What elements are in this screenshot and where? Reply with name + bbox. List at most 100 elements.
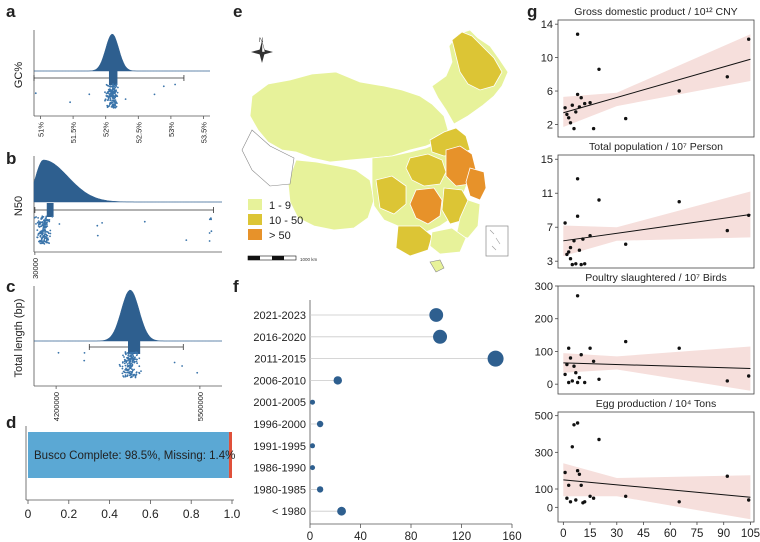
raincloud-point-c bbox=[138, 372, 141, 375]
raincloud-point-b bbox=[40, 240, 43, 243]
scatter-point bbox=[577, 248, 582, 252]
scatter-point bbox=[568, 257, 573, 261]
raincloud-point-b bbox=[39, 235, 42, 238]
raincloud-point-c bbox=[127, 365, 129, 368]
scatter-x-tick-label: 30 bbox=[610, 528, 623, 540]
scatter-point bbox=[570, 103, 574, 107]
scatter-point bbox=[575, 177, 580, 181]
lollipop-category-label: 2021-2023 bbox=[253, 310, 306, 322]
raincloud-point-c bbox=[123, 360, 126, 363]
raincloud-point-c bbox=[124, 374, 127, 377]
china-map bbox=[241, 29, 509, 273]
raincloud-point-c bbox=[124, 369, 126, 371]
confidence-band bbox=[563, 34, 751, 128]
box-c bbox=[128, 340, 141, 354]
raincloud-point-b bbox=[45, 230, 48, 233]
panel-label-e: e bbox=[233, 2, 243, 21]
scatter-point bbox=[572, 239, 576, 243]
raincloud-point-a bbox=[107, 90, 110, 93]
raincloud-point-b bbox=[38, 240, 40, 243]
raincloud-point-c bbox=[181, 365, 184, 367]
raincloud-point-c bbox=[127, 356, 130, 358]
scatter-point bbox=[565, 362, 569, 367]
panel-label-f: f bbox=[233, 277, 239, 296]
scatter-frame bbox=[557, 411, 755, 523]
raincloud-point-a bbox=[107, 105, 110, 108]
raincloud-point-a bbox=[109, 92, 112, 95]
raincloud-point-b bbox=[42, 240, 44, 243]
raincloud-point-b bbox=[45, 216, 47, 219]
raincloud-point-c bbox=[132, 355, 135, 358]
scatter-y-tick-label: 15 bbox=[541, 154, 553, 166]
scatter-point bbox=[570, 379, 574, 383]
raincloud-point-c bbox=[138, 365, 141, 368]
raincloud-point-a bbox=[114, 104, 117, 107]
scatter-point bbox=[588, 494, 592, 498]
busco-bar-label: Busco Complete: 98.5%, Missing: 1.4% bbox=[34, 450, 235, 462]
lollipop-category-label: 1980-1985 bbox=[253, 484, 306, 496]
raincloud-point-c bbox=[132, 359, 134, 362]
raincloud-point-c bbox=[122, 354, 124, 357]
raincloud-point-a bbox=[109, 98, 112, 100]
regression-line bbox=[563, 362, 751, 369]
raincloud-point-a bbox=[106, 84, 109, 87]
lollipop-point bbox=[310, 399, 316, 405]
raincloud-point-c bbox=[129, 352, 132, 354]
lollipop-category-label: 1986-1990 bbox=[253, 463, 306, 475]
scatter-point bbox=[572, 423, 576, 427]
raincloud-point-b bbox=[46, 234, 49, 237]
raincloud-point-a bbox=[112, 88, 114, 90]
lollipop-category-label: 1991-1995 bbox=[253, 441, 306, 453]
raincloud-point-b bbox=[46, 225, 49, 228]
raincloud-point-c bbox=[134, 356, 136, 359]
lollipop-point bbox=[310, 465, 316, 471]
scatter-y-tick-label: 14 bbox=[541, 19, 553, 31]
box-b bbox=[46, 203, 54, 217]
raincloud-point-c bbox=[122, 375, 124, 377]
scatter-point bbox=[577, 105, 582, 109]
raincloud-point-a bbox=[117, 86, 119, 89]
busco-tick-label: 0.2 bbox=[60, 507, 77, 521]
raincloud-point-a bbox=[114, 99, 117, 101]
raincloud-point-a bbox=[108, 89, 111, 92]
scatter-point bbox=[725, 75, 729, 79]
map-region-sichuan bbox=[375, 175, 407, 215]
raincloud-point-b bbox=[185, 239, 188, 242]
panel-label-b: b bbox=[6, 149, 17, 168]
scatter-y-tick-label: 200 bbox=[535, 314, 553, 326]
raincloud-point-c bbox=[135, 354, 138, 357]
scatter-point bbox=[677, 500, 681, 504]
tick-label-c: 4200000 bbox=[52, 392, 61, 421]
raincloud-point-b bbox=[37, 225, 40, 227]
scatter-point bbox=[581, 237, 585, 241]
raincloud-point-b bbox=[44, 233, 46, 235]
raincloud-point-b bbox=[39, 225, 41, 228]
raincloud-point-c bbox=[122, 370, 125, 373]
tick-label-a: 51.5% bbox=[69, 122, 78, 144]
confidence-band bbox=[563, 463, 751, 520]
scatter-point bbox=[677, 89, 681, 93]
map-region-heilongjiang bbox=[451, 31, 503, 91]
tick-label-a: 51% bbox=[37, 122, 46, 137]
panel-label-c: c bbox=[6, 277, 16, 296]
raincloud-point-a bbox=[109, 102, 111, 105]
scatter-point bbox=[565, 112, 569, 117]
raincloud-point-b bbox=[101, 222, 103, 224]
scatter-y-tick-label: 7 bbox=[547, 222, 553, 234]
raincloud-point-a bbox=[88, 93, 91, 96]
lollipop-point bbox=[310, 443, 316, 449]
raincloud-point-c bbox=[129, 360, 132, 363]
raincloud-point-c bbox=[135, 373, 138, 376]
legend-swatch-mid bbox=[248, 214, 262, 225]
map-scale-bar: 1000 km bbox=[247, 255, 318, 262]
scatter-point bbox=[563, 106, 567, 110]
raincloud-point-a bbox=[113, 101, 116, 103]
raincloud-point-a bbox=[111, 99, 113, 102]
scatter-frame bbox=[557, 285, 755, 395]
raincloud-point-b bbox=[33, 216, 36, 219]
map-region-hubei bbox=[405, 153, 447, 187]
scatter-point bbox=[565, 496, 569, 500]
density-curve-a bbox=[34, 33, 210, 72]
scatter-point bbox=[575, 294, 580, 298]
raincloud-point-a bbox=[116, 95, 119, 98]
